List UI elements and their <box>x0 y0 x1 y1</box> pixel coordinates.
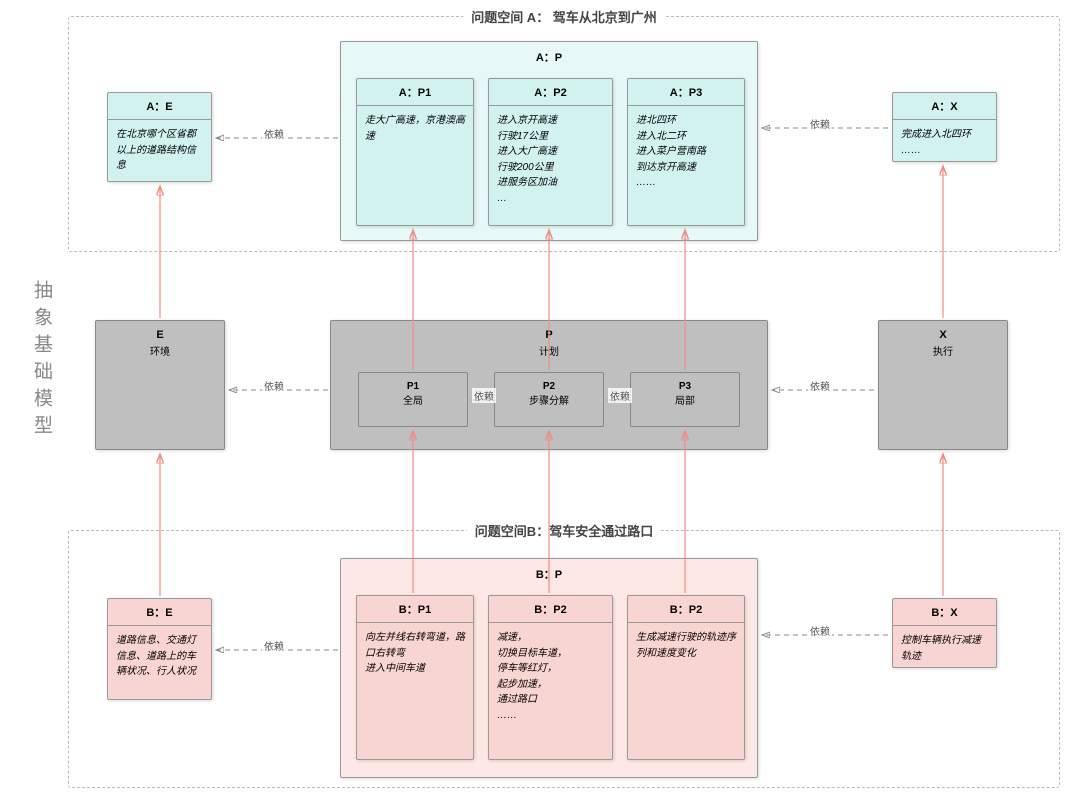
box-a-x: A：X 完成进入北四环 …… <box>892 92 997 162</box>
edge-label-8: 依赖 <box>808 623 832 638</box>
mid-x: X 执行 <box>878 320 1008 450</box>
box-b-e-header: B：E <box>108 599 211 626</box>
mid-p-sub: 计划 <box>331 341 767 358</box>
box-b-p2-header: B：P2 <box>489 596 612 623</box>
box-b-p1-body: 向左并线右转弯道，路口右转弯 进入中间车道 <box>357 623 473 684</box>
edge-label-6: 依赖 <box>608 388 632 403</box>
box-b-p-header: B：P <box>341 559 757 585</box>
mid-e: E 环境 <box>95 320 225 450</box>
box-a-p1-body: 走大广高速，京港澳高速 <box>357 106 473 151</box>
mid-x-title: X <box>879 321 1007 341</box>
box-b-e-body: 道路信息、交通灯信息、道路上的车辆状况、行人状况 <box>108 626 211 687</box>
box-a-e: A：E 在北京哪个区省郡以上的道路结构信息 <box>107 92 212 182</box>
edge-label-1: 依赖 <box>262 126 286 141</box>
mid-p2-sub: 步骤分解 <box>495 392 603 407</box>
box-a-e-header: A：E <box>108 93 211 120</box>
box-a-p2: A：P2 进入京开高速 行驶17公里 进入大广高速 行驶200公里 进服务区加油… <box>488 78 613 226</box>
mid-p-title: P <box>331 321 767 341</box>
mid-p2: P2 步骤分解 <box>494 372 604 427</box>
box-a-e-body: 在北京哪个区省郡以上的道路结构信息 <box>108 120 211 181</box>
box-b-x-body: 控制车辆执行减速轨迹 <box>893 626 996 671</box>
mid-p3-title: P3 <box>631 381 739 392</box>
edge-label-5: 依赖 <box>472 388 496 403</box>
box-b-p2: B：P2 减速， 切换目标车道， 停车等红灯， 起步加速， 通过路口 …… <box>488 595 613 760</box>
box-b-x: B：X 控制车辆执行减速轨迹 <box>892 598 997 668</box>
mid-x-sub: 执行 <box>879 341 1007 358</box>
edge-label-2: 依赖 <box>808 116 832 131</box>
mid-p1: P1 全局 <box>358 372 468 427</box>
edge-label-4: 依赖 <box>808 378 832 393</box>
mid-p1-sub: 全局 <box>359 392 467 407</box>
edge-label-3: 依赖 <box>262 378 286 393</box>
box-b-p1-header: B：P1 <box>357 596 473 623</box>
box-a-x-header: A：X <box>893 93 996 120</box>
region-b-title: 问题空间B：驾车安全通过路口 <box>467 521 661 540</box>
mid-p2-title: P2 <box>495 381 603 392</box>
box-a-p3-body: 进北四环 进入北二环 进入菜户营南路 到达京开高速 …… <box>628 106 744 198</box>
box-a-p3: A：P3 进北四环 进入北二环 进入菜户营南路 到达京开高速 …… <box>627 78 745 226</box>
mid-p3-sub: 局部 <box>631 392 739 407</box>
box-a-p2-body: 进入京开高速 行驶17公里 进入大广高速 行驶200公里 进服务区加油 … <box>489 106 612 213</box>
mid-p1-title: P1 <box>359 381 467 392</box>
box-b-e: B：E 道路信息、交通灯信息、道路上的车辆状况、行人状况 <box>107 598 212 700</box>
box-b-p3: B：P2 生成减速行驶的轨迹序列和速度变化 <box>627 595 745 760</box>
box-a-p2-header: A：P2 <box>489 79 612 106</box>
box-b-p3-header: B：P2 <box>628 596 744 623</box>
box-b-p3-body: 生成减速行驶的轨迹序列和速度变化 <box>628 623 744 668</box>
mid-e-title: E <box>96 321 224 341</box>
box-a-x-body: 完成进入北四环 …… <box>893 120 996 165</box>
mid-e-sub: 环境 <box>96 341 224 358</box>
box-b-x-header: B：X <box>893 599 996 626</box>
box-a-p3-header: A：P3 <box>628 79 744 106</box>
box-a-p1-header: A：P1 <box>357 79 473 106</box>
edge-label-7: 依赖 <box>262 638 286 653</box>
box-b-p2-body: 减速， 切换目标车道， 停车等红灯， 起步加速， 通过路口 …… <box>489 623 612 730</box>
box-a-p1: A：P1 走大广高速，京港澳高速 <box>356 78 474 226</box>
side-label: 抽象基础模型 <box>22 280 60 442</box>
mid-p3: P3 局部 <box>630 372 740 427</box>
box-a-p-header: A：P <box>341 42 757 68</box>
box-b-p1: B：P1 向左并线右转弯道，路口右转弯 进入中间车道 <box>356 595 474 760</box>
region-a-title: 问题空间 A： 驾车从北京到广州 <box>463 7 665 26</box>
